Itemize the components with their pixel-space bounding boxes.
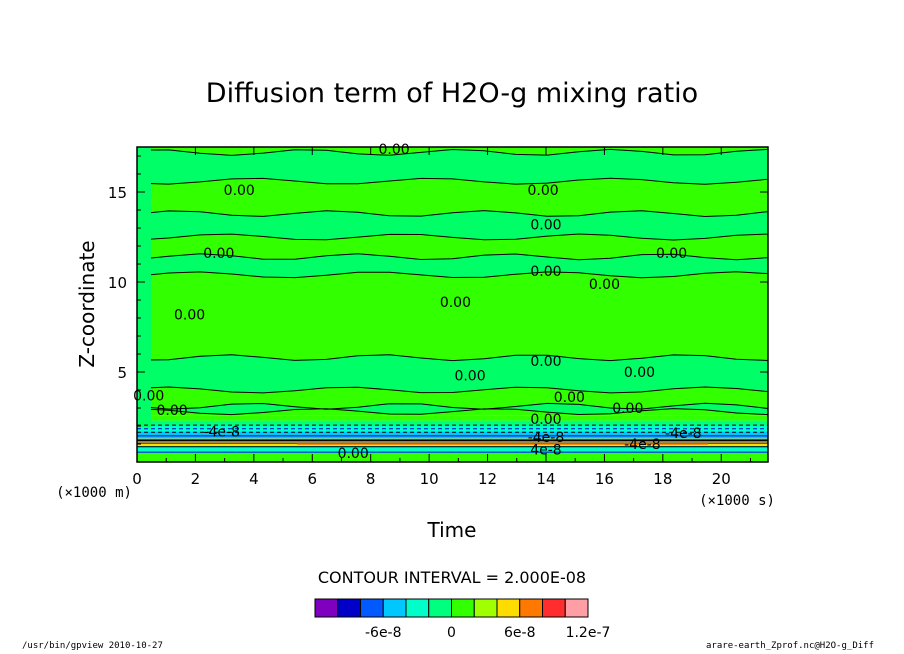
- field-band-3: [137, 431, 768, 439]
- footer-left-info: /usr/bin/gpview 2010-10-27: [22, 641, 163, 651]
- contour-label-22: 4e-8: [530, 442, 561, 458]
- x-axis-label: Time: [427, 518, 477, 542]
- contour-label-23: 0.00: [338, 446, 369, 462]
- contour-lines: [137, 424, 768, 453]
- x-axis-unit: (×1000 s): [699, 493, 775, 509]
- contour-label-11: 0.00: [454, 369, 485, 385]
- contour-label-20: -4e-8: [528, 430, 565, 446]
- green-region-1: [136, 354, 769, 394]
- contour-label-12: 0.00: [624, 365, 655, 381]
- contour-labels: 0.000.00 0.000.000.00 0.000.000.000.000.00…: [133, 142, 701, 462]
- colorbar-swatch-10: [542, 598, 566, 618]
- colorbar-swatch-11: [564, 598, 589, 618]
- contour-label-16: 0.00: [530, 412, 561, 428]
- colorbar-swatch-0: [314, 598, 339, 618]
- x-tick-label-0: 0: [132, 470, 142, 488]
- y-axis-ticks: 5 10 15: [108, 155, 768, 445]
- contour-label-17: 0.00: [133, 388, 164, 404]
- x-tick-label-7: 14: [536, 470, 555, 488]
- colorbar-swatch-2: [360, 598, 384, 618]
- colorbar-tick-label-0: -6e-8: [365, 625, 402, 641]
- x-tick-label-4: 8: [366, 470, 376, 488]
- colorbar-tick-labels: -6e-8 0 6e-8 1.2e-7: [365, 625, 610, 641]
- x-tick-label-9: 18: [653, 470, 672, 488]
- contour-green-bands: [136, 147, 769, 427]
- contour-label-0: 0.00: [378, 142, 409, 158]
- x-tick-label-2: 4: [249, 470, 259, 488]
- plot-frame: [136, 146, 769, 463]
- field-band-2: [137, 438, 768, 446]
- left-edge-region: [137, 147, 151, 427]
- contour-label-4: 0.00: [203, 246, 234, 262]
- colorbar-tick-label-2: 6e-8: [504, 625, 535, 641]
- contour-label-14: 0.00: [612, 401, 643, 417]
- contour-label-5: 0.00: [656, 246, 687, 262]
- colorbar-tick-label-1: 0: [447, 625, 456, 641]
- y-axis-label: Z-coordinate: [75, 240, 99, 367]
- contour-label-19: -4e-8: [665, 426, 702, 442]
- field-band-6: [137, 415, 768, 421]
- contour-label-3: 0.00: [530, 217, 561, 233]
- contour-label-15: 0.00: [156, 403, 187, 419]
- colorbar-swatch-6: [451, 598, 475, 618]
- chart-title: Diffusion term of H2O-g mixing ratio: [206, 78, 698, 109]
- contour-interval-label: CONTOUR INTERVAL = 2.000E-08: [318, 568, 586, 587]
- colorbar-swatch-1: [337, 598, 361, 618]
- contour-label-8: 0.00: [440, 295, 471, 311]
- contour-label-9: 0.00: [174, 307, 205, 323]
- colorbar-swatch-7: [473, 598, 498, 618]
- x-tick-label-6: 12: [478, 470, 497, 488]
- colorbar-swatch-4: [405, 598, 430, 618]
- colorbar-swatch-5: [428, 598, 452, 618]
- field-band-0: [137, 453, 768, 462]
- contour-label-10: 0.00: [530, 354, 561, 370]
- contour-label-13: 0.00: [554, 390, 585, 406]
- contour-label-2: 0.00: [527, 183, 558, 199]
- y-tick-label-1: 10: [108, 274, 127, 292]
- x-tick-label-1: 2: [191, 470, 201, 488]
- x-tick-label-5: 10: [420, 470, 439, 488]
- contour-label-7: 0.00: [589, 277, 620, 293]
- field-band-1: [137, 445, 768, 453]
- colorbar-swatch-9: [519, 598, 543, 618]
- contour-label-18: -4e-8: [203, 424, 240, 440]
- y-tick-label-2: 15: [108, 184, 127, 202]
- x-axis-ticks: 0 2 4 6 8 10 12 14 16 18 20: [132, 147, 751, 488]
- contour-label-21: -4e-8: [624, 437, 661, 453]
- field-band-5: [137, 420, 768, 426]
- x-tick-label-10: 20: [712, 470, 731, 488]
- footer-right-info: arare-earth_Zprof.nc@H2O-g_Diff: [706, 641, 874, 651]
- x-tick-label-8: 16: [595, 470, 614, 488]
- x-tick-label-3: 6: [308, 470, 318, 488]
- contour-label-1: 0.00: [224, 183, 255, 199]
- colorbar: [314, 598, 589, 618]
- colorbar-tick-label-3: 1.2e-7: [566, 625, 611, 641]
- y-tick-label-0: 5: [117, 364, 127, 382]
- colorbar-swatch-3: [382, 598, 407, 618]
- contour-label-6: 0.00: [530, 264, 561, 280]
- colorbar-swatch-8: [496, 598, 521, 618]
- y-axis-unit: (×1000 m): [56, 485, 132, 501]
